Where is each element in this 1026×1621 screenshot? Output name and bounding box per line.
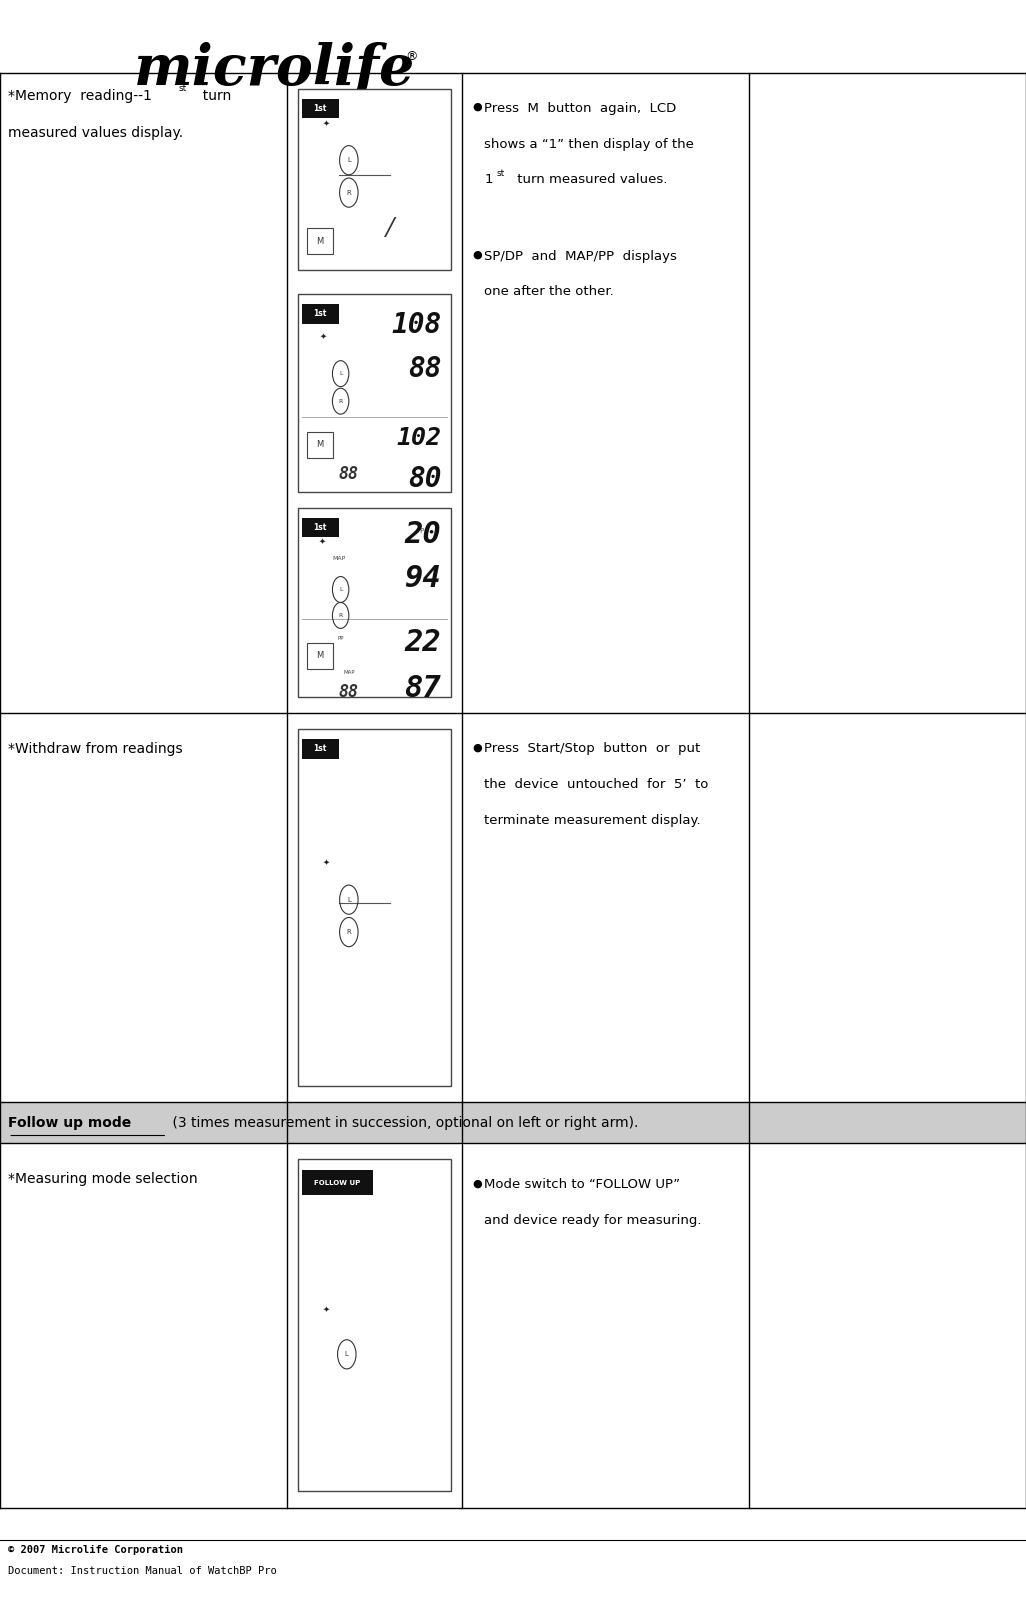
Text: ✦: ✦	[323, 858, 329, 867]
Text: R: R	[339, 613, 343, 618]
Text: L: L	[347, 896, 351, 903]
Text: 88: 88	[407, 355, 441, 383]
Text: ✦: ✦	[319, 537, 325, 545]
Text: *Memory  reading--1: *Memory reading--1	[8, 89, 152, 104]
Text: 20: 20	[404, 520, 441, 550]
Text: terminate measurement display.: terminate measurement display.	[484, 814, 701, 827]
Text: /: /	[386, 217, 394, 240]
Text: Document: Instruction Manual of WatchBP Pro: Document: Instruction Manual of WatchBP …	[8, 1566, 277, 1576]
Text: 87: 87	[404, 674, 441, 704]
Text: 94: 94	[404, 564, 441, 593]
Text: st: st	[179, 84, 187, 94]
Bar	[298, 1159, 451, 1491]
Text: L: L	[347, 157, 351, 164]
Bar	[307, 431, 333, 457]
Text: 88: 88	[339, 465, 359, 483]
Text: MAP: MAP	[343, 669, 355, 674]
Text: © 2007 Microlife Corporation: © 2007 Microlife Corporation	[8, 1545, 184, 1555]
Text: M: M	[316, 441, 324, 449]
Bar	[302, 99, 339, 118]
Text: R: R	[347, 190, 351, 196]
Text: ●: ●	[472, 742, 482, 752]
Text: and device ready for measuring.: and device ready for measuring.	[484, 1214, 702, 1227]
Text: 88: 88	[339, 682, 359, 700]
Bar	[307, 644, 333, 669]
Text: M: M	[316, 652, 324, 660]
Text: ✦: ✦	[320, 332, 326, 340]
Text: the  device  untouched  for  5’  to: the device untouched for 5’ to	[484, 778, 709, 791]
Bar	[298, 89, 451, 271]
Text: measured values display.: measured values display.	[8, 126, 184, 141]
Text: 1st: 1st	[313, 744, 327, 754]
Text: turn measured values.: turn measured values.	[513, 173, 667, 186]
Text: 102: 102	[396, 426, 441, 451]
Bar	[298, 295, 451, 491]
Bar	[302, 517, 339, 537]
Text: SP/DP  and  MAP/PP  displays: SP/DP and MAP/PP displays	[484, 250, 677, 263]
Text: 1st: 1st	[313, 310, 327, 318]
Text: Mode switch to “FOLLOW UP”: Mode switch to “FOLLOW UP”	[484, 1178, 680, 1191]
Bar	[298, 729, 451, 1086]
Text: L: L	[345, 1352, 349, 1357]
Text: 108: 108	[391, 311, 441, 339]
Text: M: M	[316, 237, 324, 246]
Text: 80: 80	[407, 465, 441, 493]
Text: PP: PP	[417, 527, 425, 533]
Text: shows a “1” then display of the: shows a “1” then display of the	[484, 138, 695, 151]
Text: R: R	[339, 399, 343, 404]
Text: R: R	[347, 929, 351, 935]
Text: ●: ●	[472, 102, 482, 112]
Text: *Measuring mode selection: *Measuring mode selection	[8, 1172, 198, 1187]
Text: PP: PP	[338, 635, 344, 640]
Text: (3 times measurement in succession, optional on left or right arm).: (3 times measurement in succession, opti…	[168, 1115, 638, 1130]
Text: ●: ●	[472, 1178, 482, 1188]
Text: one after the other.: one after the other.	[484, 285, 614, 298]
Text: ✦: ✦	[323, 118, 329, 128]
Text: Follow up mode: Follow up mode	[8, 1115, 131, 1130]
Text: 22: 22	[404, 629, 441, 658]
Text: microlife: microlife	[133, 42, 415, 97]
Text: FOLLOW UP: FOLLOW UP	[314, 1180, 361, 1185]
Text: L: L	[339, 371, 343, 376]
Text: ✦: ✦	[323, 1305, 329, 1313]
Bar	[307, 229, 333, 254]
Bar	[302, 1170, 373, 1195]
Text: 1: 1	[484, 173, 492, 186]
Text: Press  M  button  again,  LCD: Press M button again, LCD	[484, 102, 676, 115]
Bar	[302, 739, 339, 759]
Text: MAP: MAP	[332, 556, 345, 561]
Bar	[302, 305, 339, 324]
Text: ®: ®	[405, 50, 418, 63]
Text: turn: turn	[194, 89, 231, 104]
Text: st: st	[497, 169, 505, 178]
Text: *Withdraw from readings: *Withdraw from readings	[8, 742, 183, 757]
Text: L: L	[339, 587, 343, 592]
Text: 1st: 1st	[313, 104, 327, 113]
Bar	[0, 1102, 1026, 1143]
Text: Press  Start/Stop  button  or  put: Press Start/Stop button or put	[484, 742, 701, 755]
Text: 1st: 1st	[313, 524, 327, 532]
Text: ●: ●	[472, 250, 482, 259]
Bar	[298, 507, 451, 697]
